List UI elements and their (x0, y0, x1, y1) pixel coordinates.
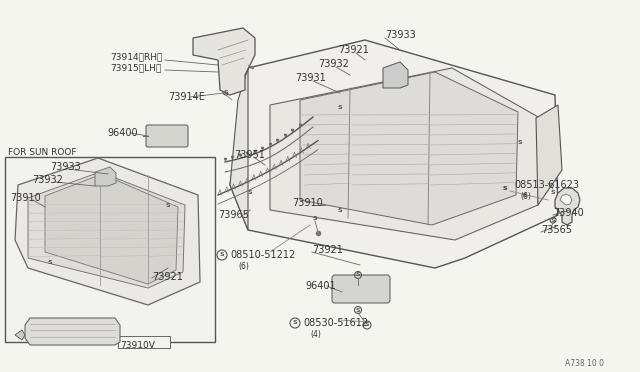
Text: S: S (338, 208, 342, 212)
Text: 73940: 73940 (553, 208, 584, 218)
Text: S: S (313, 215, 317, 221)
Text: 73965: 73965 (218, 210, 249, 220)
Text: 73933: 73933 (50, 162, 81, 172)
Text: 73910V: 73910V (120, 340, 155, 350)
Text: S: S (550, 218, 556, 222)
Polygon shape (15, 158, 200, 305)
Text: 08510-51212: 08510-51212 (230, 250, 295, 260)
Polygon shape (28, 172, 185, 288)
Text: 73932: 73932 (318, 59, 349, 69)
Text: S: S (220, 253, 224, 257)
Text: S: S (248, 189, 252, 195)
Text: 73921: 73921 (312, 245, 343, 255)
Text: 96401: 96401 (305, 281, 335, 291)
Polygon shape (15, 330, 25, 340)
Text: S: S (518, 140, 522, 144)
Polygon shape (270, 68, 540, 240)
Polygon shape (555, 188, 580, 225)
Text: S: S (224, 90, 228, 94)
Polygon shape (560, 194, 572, 205)
Text: 08530-51612: 08530-51612 (303, 318, 368, 328)
Text: 73921: 73921 (152, 272, 183, 282)
FancyBboxPatch shape (332, 275, 390, 303)
Text: S: S (356, 273, 360, 278)
Polygon shape (230, 68, 248, 230)
Text: S: S (338, 105, 342, 109)
Text: 08513-61623: 08513-61623 (514, 180, 579, 190)
Polygon shape (383, 62, 408, 88)
Text: 73951: 73951 (234, 150, 265, 160)
Text: 73931: 73931 (295, 73, 326, 83)
Text: (4): (4) (310, 330, 321, 339)
Polygon shape (95, 167, 116, 186)
Text: S: S (523, 192, 527, 198)
Text: 73565: 73565 (541, 225, 572, 235)
Text: S: S (502, 186, 508, 190)
Polygon shape (300, 72, 518, 225)
Text: 73914〈RH〉: 73914〈RH〉 (110, 52, 163, 61)
Text: 73932: 73932 (32, 175, 63, 185)
Text: S: S (365, 323, 369, 327)
Polygon shape (536, 105, 562, 205)
Polygon shape (25, 318, 120, 345)
Text: A738 10 0: A738 10 0 (565, 359, 604, 368)
Text: S: S (550, 189, 556, 195)
Polygon shape (230, 40, 558, 268)
Text: S: S (292, 321, 298, 326)
Text: 73910: 73910 (292, 198, 323, 208)
Polygon shape (193, 28, 255, 95)
Text: 96400: 96400 (107, 128, 138, 138)
Text: 73915〈LH〉: 73915〈LH〉 (110, 64, 161, 73)
Bar (5, 157, 215, 342)
Text: 73921: 73921 (338, 45, 369, 55)
Text: 73910: 73910 (10, 193, 41, 203)
FancyBboxPatch shape (146, 125, 188, 147)
Text: S: S (356, 308, 360, 312)
Text: S: S (502, 186, 508, 190)
Text: (6): (6) (238, 262, 249, 270)
Text: S: S (166, 202, 170, 208)
Polygon shape (45, 174, 178, 284)
Text: FOR SUN ROOF: FOR SUN ROOF (8, 148, 77, 157)
Text: 73914E: 73914E (168, 92, 205, 102)
Text: S: S (48, 260, 52, 264)
Bar (118, 336, 170, 348)
Text: 73933: 73933 (385, 30, 416, 40)
Text: (6): (6) (520, 192, 531, 201)
